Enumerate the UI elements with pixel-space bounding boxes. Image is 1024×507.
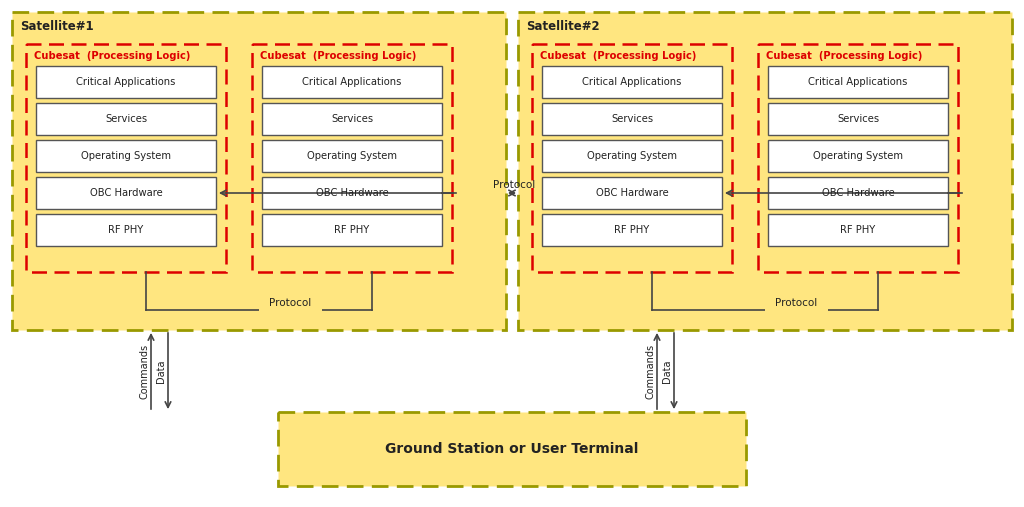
Text: Cubesat  (Processing Logic): Cubesat (Processing Logic) (540, 51, 696, 61)
Bar (36, 214, 216, 246)
Text: Satellite#2: Satellite#2 (526, 20, 600, 33)
Text: RF PHY: RF PHY (109, 225, 143, 235)
Text: Critical Applications: Critical Applications (583, 77, 682, 87)
Text: Services: Services (331, 114, 373, 124)
Text: Services: Services (837, 114, 879, 124)
Text: Services: Services (611, 114, 653, 124)
Bar (36, 140, 216, 172)
Bar (768, 103, 948, 135)
Text: RF PHY: RF PHY (335, 225, 370, 235)
Text: Cubesat  (Processing Logic): Cubesat (Processing Logic) (34, 51, 190, 61)
Text: RF PHY: RF PHY (614, 225, 649, 235)
Bar (12, 12, 506, 330)
Bar (768, 214, 948, 246)
Text: Satellite#1: Satellite#1 (20, 20, 93, 33)
Text: RF PHY: RF PHY (841, 225, 876, 235)
Bar (36, 177, 216, 209)
Bar (262, 66, 442, 98)
Bar (278, 412, 746, 486)
Bar (262, 214, 442, 246)
Text: Protocol: Protocol (269, 298, 311, 308)
Text: Protocol: Protocol (775, 298, 817, 308)
Bar (262, 103, 442, 135)
Text: Ground Station or User Terminal: Ground Station or User Terminal (385, 442, 639, 456)
Bar (36, 103, 216, 135)
Text: Commands: Commands (139, 343, 150, 399)
Text: Cubesat  (Processing Logic): Cubesat (Processing Logic) (766, 51, 923, 61)
Bar (768, 140, 948, 172)
Text: OBC Hardware: OBC Hardware (821, 188, 894, 198)
Bar (542, 140, 722, 172)
Text: Critical Applications: Critical Applications (77, 77, 176, 87)
Text: OBC Hardware: OBC Hardware (315, 188, 388, 198)
Text: Critical Applications: Critical Applications (808, 77, 907, 87)
Bar (518, 12, 1012, 330)
Bar (262, 177, 442, 209)
Text: Protocol: Protocol (493, 180, 536, 190)
Text: OBC Hardware: OBC Hardware (596, 188, 669, 198)
Text: Operating System: Operating System (587, 151, 677, 161)
Bar (768, 177, 948, 209)
Bar (542, 103, 722, 135)
Text: Services: Services (104, 114, 147, 124)
Bar (758, 44, 958, 272)
Bar (542, 66, 722, 98)
Text: Cubesat  (Processing Logic): Cubesat (Processing Logic) (260, 51, 417, 61)
Text: Critical Applications: Critical Applications (302, 77, 401, 87)
Text: OBC Hardware: OBC Hardware (90, 188, 163, 198)
Bar (26, 44, 226, 272)
Text: Operating System: Operating System (813, 151, 903, 161)
Bar (768, 66, 948, 98)
Bar (262, 140, 442, 172)
Text: Commands: Commands (645, 343, 655, 399)
Bar (542, 214, 722, 246)
Text: Data: Data (156, 359, 166, 383)
Bar (252, 44, 452, 272)
Text: Operating System: Operating System (81, 151, 171, 161)
Bar (532, 44, 732, 272)
Text: Data: Data (662, 359, 672, 383)
Bar (542, 177, 722, 209)
Bar (36, 66, 216, 98)
Text: Operating System: Operating System (307, 151, 397, 161)
